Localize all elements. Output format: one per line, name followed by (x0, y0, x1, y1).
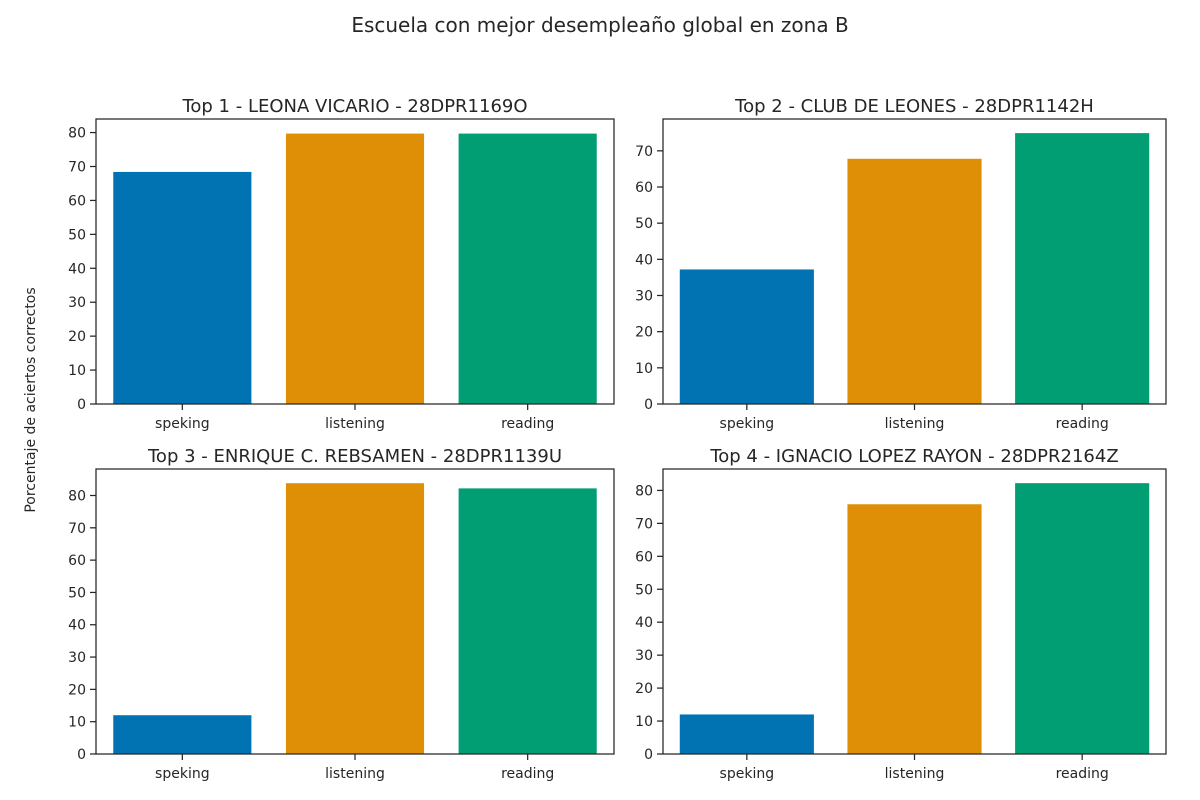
y-tick-label: 50 (68, 585, 86, 601)
axes-frame (662, 118, 1167, 405)
figure-title: Escuela con mejor desempleaño global en … (351, 13, 848, 37)
y-tick-label: 40 (635, 615, 653, 631)
y-tick-label: 10 (635, 714, 653, 730)
y-tick-label: 30 (68, 295, 86, 311)
y-tick-label: 50 (68, 227, 86, 243)
x-tick-label: speking (155, 416, 210, 432)
x-tick-label: listening (325, 416, 385, 432)
subplot-title: Top 3 - ENRIQUE C. REBSAMEN - 28DPR1139U (147, 446, 562, 467)
y-tick-label: 40 (68, 261, 86, 277)
y-tick-label: 30 (68, 650, 86, 666)
axes-frame (95, 468, 615, 755)
y-tick-label: 10 (68, 715, 86, 731)
bar-speking (113, 715, 252, 754)
y-tick-label: 70 (68, 521, 86, 537)
bar-reading (458, 133, 597, 404)
y-tick-label: 10 (68, 363, 86, 379)
y-tick-label: 30 (635, 288, 653, 304)
subplot-2: Top 2 - CLUB DE LEONES - 28DPR1142H speki… (635, 96, 1167, 432)
x-tick-label: reading (1056, 766, 1109, 782)
y-tick-label: 50 (635, 216, 653, 232)
y-tick-label: 70 (635, 516, 653, 532)
x-tick-label: reading (1056, 416, 1109, 432)
bar-speking (679, 714, 814, 754)
axes-frame (662, 468, 1167, 755)
y-tick-label: 80 (635, 483, 653, 499)
y-tick-label: 50 (635, 582, 653, 598)
subplot-1: Top 1 - LEONA VICARIO - 28DPR1169O spekin… (68, 96, 615, 432)
y-tick-label: 30 (635, 648, 653, 664)
y-axis-label: Porcentaje de aciertos correctos (23, 287, 39, 512)
bar-reading (1015, 133, 1150, 404)
y-tick-label: 20 (635, 325, 653, 341)
bar-listening (285, 483, 425, 754)
y-tick-label: 70 (635, 144, 653, 160)
y-tick-label: 20 (68, 329, 86, 345)
bar-speking (679, 269, 814, 404)
bar-listening (285, 133, 425, 404)
bar-reading (458, 488, 597, 754)
x-tick-label: reading (501, 766, 554, 782)
y-tick-label: 0 (77, 747, 86, 763)
y-tick-label: 60 (635, 180, 653, 196)
y-tick-label: 40 (635, 252, 653, 268)
y-tick-label: 20 (635, 681, 653, 697)
x-tick-label: listening (885, 766, 945, 782)
y-tick-label: 0 (77, 397, 86, 413)
y-tick-label: 20 (68, 682, 86, 698)
y-tick-label: 70 (68, 160, 86, 176)
x-tick-label: reading (501, 416, 554, 432)
y-tick-label: 0 (644, 397, 653, 413)
y-tick-label: 60 (635, 549, 653, 565)
y-tick-label: 0 (644, 747, 653, 763)
y-tick-label: 80 (68, 126, 86, 142)
x-tick-label: speking (720, 766, 775, 782)
subplot-title: Top 4 - IGNACIO LOPEZ RAYON - 28DPR2164Z (709, 446, 1118, 467)
x-tick-label: listening (325, 766, 385, 782)
x-tick-label: listening (885, 416, 945, 432)
y-tick-label: 40 (68, 618, 86, 634)
subplot-3: Top 3 - ENRIQUE C. REBSAMEN - 28DPR1139U… (68, 446, 615, 782)
y-tick-label: 60 (68, 193, 86, 209)
axes-frame (95, 118, 615, 405)
subplot-title: Top 1 - LEONA VICARIO - 28DPR1169O (181, 96, 527, 117)
x-tick-label: speking (720, 416, 775, 432)
y-tick-label: 80 (68, 488, 86, 504)
bar-reading (1015, 483, 1150, 754)
y-tick-label: 60 (68, 553, 86, 569)
bar-listening (847, 504, 982, 754)
bar-speking (113, 171, 252, 404)
x-tick-label: speking (155, 766, 210, 782)
subplot-title: Top 2 - CLUB DE LEONES - 28DPR1142H (734, 96, 1094, 117)
bar-listening (847, 158, 982, 404)
subplot-4: Top 4 - IGNACIO LOPEZ RAYON - 28DPR2164Z… (635, 446, 1167, 782)
y-tick-label: 10 (635, 361, 653, 377)
